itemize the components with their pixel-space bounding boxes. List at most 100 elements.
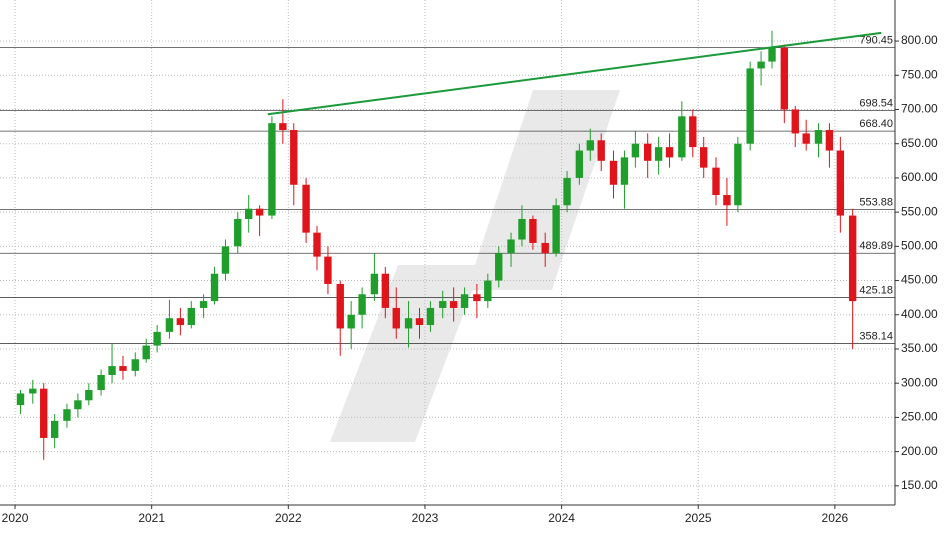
candle-body <box>723 195 731 206</box>
candle-body <box>460 294 469 308</box>
candle-body <box>791 109 799 134</box>
watermark-part <box>475 90 620 265</box>
candle-body <box>439 301 447 308</box>
y-tick-label: 450.00 <box>901 273 938 287</box>
candle-body <box>507 239 515 254</box>
x-tick-label: 2026 <box>822 511 849 525</box>
candle-body <box>85 390 93 401</box>
axes: 150.00 200.00 250.00 300.00 350.00 400.00 450.… <box>0 0 938 525</box>
candle-body <box>370 273 379 295</box>
level-label: 698.54 <box>859 97 893 109</box>
y-tick-label: 150.00 <box>901 478 938 492</box>
candle-body <box>654 147 663 161</box>
candle-body <box>586 140 594 151</box>
candle-body <box>643 143 652 161</box>
level-label: 489.89 <box>859 240 893 252</box>
x-tick-label: 2022 <box>275 511 302 525</box>
candle-body <box>597 140 605 161</box>
candle-body <box>552 205 560 254</box>
candle-body <box>768 47 776 62</box>
candle-body <box>689 116 697 148</box>
candle-body <box>40 388 48 438</box>
watermark <box>330 90 620 442</box>
candle-body <box>712 167 720 196</box>
candle-body <box>153 331 161 346</box>
candle-body <box>108 366 116 375</box>
candle-body <box>97 374 105 391</box>
x-tick-label: 2025 <box>685 511 712 525</box>
candle-body <box>381 273 390 308</box>
candle-body <box>814 130 823 144</box>
candle-body <box>392 307 400 329</box>
y-tick-label: 300.00 <box>901 375 938 389</box>
levels: 790.45 698.54 668.40 553.88 489.89 425.18 358.… <box>0 34 895 344</box>
candle-body <box>313 232 321 257</box>
candle-body <box>131 359 139 371</box>
candle-body <box>244 208 253 219</box>
candle-body <box>336 283 344 329</box>
watermark-part <box>330 265 482 442</box>
candle-body <box>404 318 413 329</box>
y-tick-label: 700.00 <box>901 102 938 116</box>
candle-body <box>426 307 435 326</box>
candle-body <box>836 150 845 216</box>
candle-body <box>449 301 458 308</box>
candle-body <box>255 208 264 216</box>
candle-body <box>780 47 789 110</box>
candle-body <box>210 273 219 302</box>
candle-body <box>63 409 71 421</box>
level-label: 358.14 <box>859 330 893 342</box>
candle-body <box>187 307 195 326</box>
candle-body <box>234 218 242 247</box>
level-label: 425.18 <box>859 284 893 296</box>
y-tick-label: 250.00 <box>901 410 938 424</box>
candle-body <box>473 294 481 302</box>
candle-body <box>119 366 127 371</box>
y-tick-label: 550.00 <box>901 204 938 218</box>
candle-body <box>199 301 208 308</box>
level-label: 668.40 <box>859 118 893 130</box>
level-label: 553.88 <box>859 196 893 208</box>
candle-body <box>529 218 537 243</box>
y-tick-label: 500.00 <box>901 239 938 253</box>
candle-body <box>802 133 810 144</box>
candle-body <box>50 420 59 438</box>
candle-body <box>541 242 549 254</box>
candle-body <box>563 177 571 206</box>
candles <box>16 30 882 460</box>
candle-body <box>74 400 82 410</box>
candle-body <box>221 246 230 274</box>
candle-body <box>484 280 492 302</box>
candle-body <box>495 253 503 281</box>
candle-body <box>700 147 708 168</box>
trendline <box>267 31 882 116</box>
y-tick-label: 350.00 <box>901 341 938 355</box>
candle-body <box>16 393 25 406</box>
candle-body <box>142 345 150 360</box>
y-tick-label: 800.00 <box>901 33 938 47</box>
x-tick-label: 2024 <box>548 511 575 525</box>
x-tick-label: 2021 <box>138 511 165 525</box>
y-tick-label: 600.00 <box>901 170 938 184</box>
candle-body <box>678 116 686 158</box>
grid <box>0 0 895 505</box>
candle-body <box>324 256 332 284</box>
candle-body <box>825 130 834 151</box>
candle-body <box>176 318 185 326</box>
y-tick-label: 650.00 <box>901 136 938 150</box>
level-label: 790.45 <box>859 34 893 46</box>
y-tick-label: 400.00 <box>901 307 938 321</box>
candle-body <box>268 123 276 216</box>
candle-body <box>29 388 37 394</box>
candle-body <box>415 318 424 326</box>
candle-body <box>665 147 674 158</box>
x-tick-label: 2023 <box>412 511 439 525</box>
candle-body <box>575 150 584 178</box>
candle-body <box>358 294 366 315</box>
x-tick-label: 2020 <box>2 511 29 525</box>
candle-body <box>746 68 754 144</box>
candle-body <box>279 123 287 131</box>
candle-body <box>848 215 857 302</box>
candle-body <box>631 143 640 158</box>
